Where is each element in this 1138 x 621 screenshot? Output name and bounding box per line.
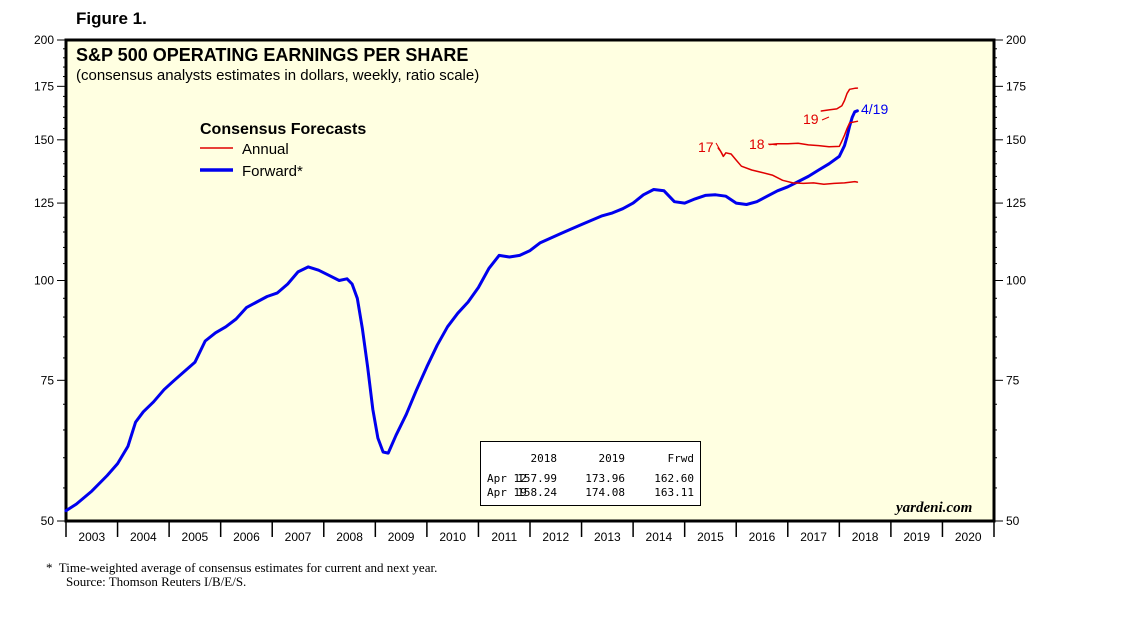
series-line-forward <box>64 109 859 513</box>
table-cell: 173.96 <box>585 472 625 485</box>
annotation-4-19: 4/19 <box>861 101 888 117</box>
y-tick-label: 150 <box>34 133 54 147</box>
y-tick-label: 50 <box>41 514 55 528</box>
y-axis-right: 50 75 100 125 150 175 200 <box>994 33 1026 528</box>
table-header-row: 2018 2019 Frwd <box>481 452 700 466</box>
x-tick-label: 2017 <box>800 530 827 544</box>
y-axis-left: 50 75 100 125 150 175 200 <box>34 33 66 528</box>
table-row: Apr 19 158.24 174.08 163.11 <box>481 486 700 500</box>
figure-label: Figure 1. <box>76 9 147 28</box>
y-tick-label: 125 <box>34 196 54 210</box>
x-tick-label: 2012 <box>542 530 569 544</box>
table-header-cell: 2018 <box>530 452 558 465</box>
x-tick-label: 2013 <box>594 530 621 544</box>
x-tick-label: 2006 <box>233 530 260 544</box>
x-tick-label: 2016 <box>749 530 776 544</box>
y-tick-label: 100 <box>1006 274 1026 288</box>
annotation-18-leader <box>767 143 778 146</box>
y-tick-label: 200 <box>1006 33 1026 47</box>
estimates-table: 2018 2019 Frwd Apr 12 157.99 173.96 162.… <box>480 441 701 506</box>
x-tick-label: 2014 <box>646 530 673 544</box>
series-layer <box>64 87 859 513</box>
chart-title: S&P 500 OPERATING EARNINGS PER SHARE <box>76 45 468 65</box>
x-tick-label: 2020 <box>955 530 982 544</box>
table-cell: Apr 12 <box>487 472 527 485</box>
x-tick-label: 2019 <box>903 530 930 544</box>
x-tick-label: 2009 <box>388 530 415 544</box>
table-header-cell: 2019 <box>598 452 626 465</box>
annotation-18: 18 <box>749 136 765 152</box>
footnote-note: * Time-weighted average of consensus est… <box>46 560 438 575</box>
table-row: Apr 12 157.99 173.96 162.60 <box>481 472 700 486</box>
y-tick-label: 100 <box>34 274 54 288</box>
table-cell: 162.60 <box>654 472 694 485</box>
x-axis: 2003 2004 2005 2006 2007 2008 2009 2010 2011 2012… <box>65 521 995 544</box>
y-tick-label: 175 <box>34 79 54 93</box>
brand-watermark: yardeni.com <box>896 500 973 516</box>
x-tick-label: 2010 <box>439 530 466 544</box>
x-tick-label: 2011 <box>491 530 517 544</box>
annotation-19: 19 <box>803 111 819 127</box>
table-header-cell: Frwd <box>667 452 695 465</box>
y-tick-label: 50 <box>1006 514 1020 528</box>
y-tick-label: 150 <box>1006 133 1026 147</box>
table-cell: 174.08 <box>585 486 625 499</box>
x-tick-label: 2008 <box>336 530 363 544</box>
legend-forward-label: Forward* <box>242 163 303 180</box>
x-tick-label: 2004 <box>130 530 157 544</box>
footnote: * Time-weighted average of consensus est… <box>46 561 437 589</box>
annotation-17-leader <box>715 142 724 156</box>
x-tick-label: 2015 <box>697 530 724 544</box>
series-line-annual-2017 <box>717 147 859 185</box>
series-line-annual-2019 <box>820 87 859 112</box>
plot-area <box>64 38 996 523</box>
y-tick-label: 175 <box>1006 79 1026 93</box>
series-line-annual-2018 <box>768 120 859 148</box>
y-tick-label: 125 <box>1006 196 1026 210</box>
x-tick-label: 2005 <box>182 530 209 544</box>
annotation-17: 17 <box>698 139 714 155</box>
annotation-19-leader <box>821 116 830 121</box>
x-tick-label: 2018 <box>852 530 879 544</box>
table-cell: 163.11 <box>654 486 694 499</box>
y-tick-label: 75 <box>41 373 55 387</box>
chart-subtitle: (consensus analysts estimates in dollars… <box>76 67 479 84</box>
legend-title: Consensus Forecasts <box>200 121 366 138</box>
footnote-source: Source: Thomson Reuters I/B/E/S. <box>66 574 247 589</box>
legend-annual-label: Annual <box>242 141 289 158</box>
y-tick-label: 75 <box>1006 373 1020 387</box>
x-tick-label: 2007 <box>285 530 312 544</box>
table-cell: Apr 19 <box>487 486 527 499</box>
x-tick-label: 2003 <box>78 530 105 544</box>
y-tick-label: 200 <box>34 33 54 47</box>
table-cell: 158.24 <box>517 486 557 499</box>
table-cell: 157.99 <box>517 472 557 485</box>
